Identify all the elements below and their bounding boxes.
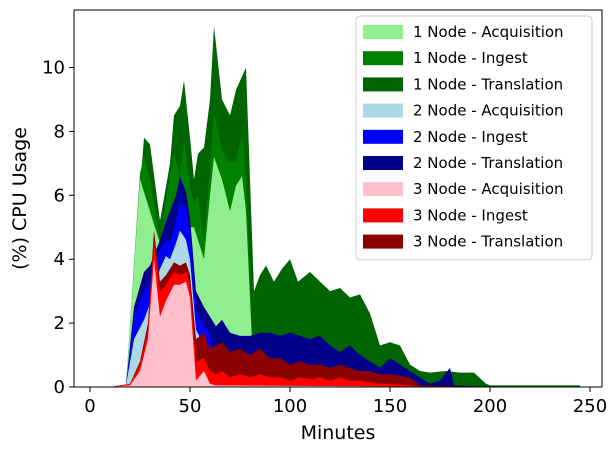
y-tick-label: 4 xyxy=(54,249,65,270)
area-3-node-acquisition xyxy=(90,259,490,387)
series-areas xyxy=(90,25,580,388)
y-tick-label: 2 xyxy=(54,313,65,334)
x-tick-label: 50 xyxy=(179,396,202,417)
y-axis-label: (%) CPU Usage xyxy=(9,127,31,270)
legend-label-3-node-ingest: 3 Node - Ingest xyxy=(413,206,528,224)
legend-label-3-node-translation: 3 Node - Translation xyxy=(413,233,563,251)
legend-swatch-2-node-acquisition xyxy=(363,103,403,118)
legend-swatch-1-node-ingest xyxy=(363,51,403,66)
x-axis-ticks: 0 50 100 150 200 250 xyxy=(84,387,607,417)
legend-label-3-node-acquisition: 3 Node - Acquisition xyxy=(413,180,564,198)
y-tick-label: 0 xyxy=(54,377,65,398)
legend-swatch-3-node-translation xyxy=(363,234,403,249)
legend-swatch-1-node-acquisition xyxy=(363,25,403,39)
legend: 1 Node - Acquisition 1 Node - Ingest 1 Nod… xyxy=(355,15,593,261)
legend-box xyxy=(355,15,593,261)
x-tick-label: 250 xyxy=(573,396,607,417)
x-tick-label: 100 xyxy=(273,396,307,417)
x-tick-label: 0 xyxy=(84,396,95,417)
y-axis-ticks: 0 2 4 6 8 10 xyxy=(42,58,74,398)
legend-swatch-2-node-translation xyxy=(363,156,403,170)
x-tick-label: 150 xyxy=(373,396,407,417)
legend-label-1-node-ingest: 1 Node - Ingest xyxy=(413,49,528,67)
x-tick-label: 200 xyxy=(473,396,507,417)
legend-label-2-node-translation: 2 Node - Translation xyxy=(413,154,563,172)
y-tick-label: 6 xyxy=(54,185,65,206)
y-tick-label: 8 xyxy=(54,121,65,142)
legend-label-2-node-acquisition: 2 Node - Acquisition xyxy=(413,102,564,120)
legend-swatch-3-node-acquisition xyxy=(363,182,403,197)
x-axis-label: Minutes xyxy=(301,422,376,444)
legend-swatch-2-node-ingest xyxy=(363,129,403,144)
legend-label-1-node-acquisition: 1 Node - Acquisition xyxy=(413,23,564,41)
legend-label-1-node-translation: 1 Node - Translation xyxy=(413,75,563,93)
legend-label-2-node-ingest: 2 Node - Ingest xyxy=(413,128,528,146)
legend-swatch-3-node-ingest xyxy=(363,208,403,223)
legend-swatch-1-node-translation xyxy=(363,77,403,92)
plot-frame xyxy=(73,9,603,388)
y-tick-label: 10 xyxy=(42,58,65,79)
